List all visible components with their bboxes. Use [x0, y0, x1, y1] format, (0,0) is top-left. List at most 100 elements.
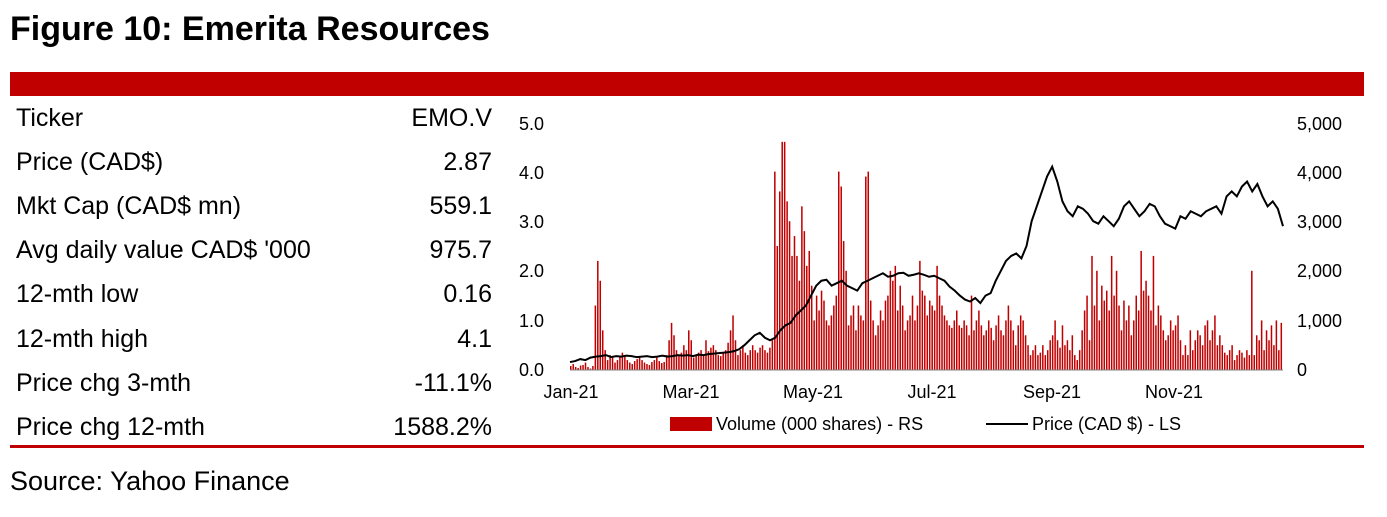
volume-bar: [951, 327, 953, 370]
volume-bar: [665, 355, 668, 370]
volume-bar: [946, 320, 948, 370]
volume-bar: [1125, 320, 1128, 370]
x-tick-label: Nov-21: [1145, 382, 1203, 402]
volume-bar: [1243, 357, 1246, 370]
volume-bar: [715, 350, 717, 370]
volume-bar: [820, 290, 823, 370]
volume-bar: [995, 325, 997, 370]
chart-legend: Volume (000 shares) - RS Price (CAD $) -…: [670, 414, 1181, 434]
volume-bar: [1113, 295, 1115, 370]
volume-bar: [744, 352, 747, 370]
volume-bar: [857, 305, 860, 370]
volume-bar: [1223, 352, 1226, 370]
volume-bar: [1228, 350, 1231, 370]
volume-bar: [697, 352, 700, 370]
volume-bar: [769, 347, 771, 370]
volume-bar: [1007, 305, 1010, 370]
volume-bar: [1042, 345, 1044, 370]
volume-bar: [956, 310, 958, 370]
volume-bar: [1164, 340, 1167, 370]
volume-bar: [1236, 355, 1238, 370]
volume-bar: [663, 362, 665, 370]
volume-bar: [965, 325, 968, 370]
volume-bar: [702, 355, 705, 370]
volume-bar: [847, 325, 850, 370]
volume-bar: [845, 270, 847, 370]
volume-bar: [1037, 355, 1039, 370]
volume-bar: [1206, 320, 1209, 370]
volume-bar: [597, 260, 599, 370]
volume-bar: [1110, 255, 1113, 370]
volume-bar: [1133, 320, 1135, 370]
volume-bar: [695, 355, 697, 370]
volume-bar: [1098, 320, 1101, 370]
table-row: Price chg 12-mth 1588.2%: [16, 405, 492, 449]
volume-bar: [850, 315, 852, 370]
volume-bar: [629, 362, 631, 370]
volume-bar: [958, 325, 960, 370]
volume-bar: [894, 265, 897, 370]
volume-bar: [837, 171, 840, 370]
volume-bar: [1172, 330, 1174, 370]
left-tick-label: 1.0: [519, 311, 544, 331]
x-tick-label: Sep-21: [1023, 382, 1081, 402]
volume-bar: [1120, 330, 1123, 370]
volume-bar: [732, 315, 734, 370]
volume-bar: [924, 295, 926, 370]
volume-bar: [1246, 350, 1248, 370]
row-value: -11.1%: [414, 368, 492, 397]
volume-bar: [879, 310, 882, 370]
volume-bar: [960, 327, 963, 370]
row-value: 0.16: [443, 280, 492, 309]
volume-bar: [675, 350, 678, 370]
volume-bar: [658, 361, 661, 370]
volume-bar: [899, 285, 901, 370]
volume-bar: [992, 340, 995, 370]
volume-bar: [997, 315, 1000, 370]
volume-bar: [1152, 255, 1155, 370]
volume-bar: [1147, 295, 1150, 370]
volume-bar: [601, 330, 604, 370]
volume-bar: [778, 191, 781, 370]
right-tick-label: 5,000: [1297, 114, 1342, 134]
volume-bar: [1280, 322, 1283, 370]
volume-bar: [1093, 305, 1096, 370]
volume-bar: [646, 364, 648, 370]
volume-bar: [739, 350, 742, 370]
volume-bar: [633, 361, 636, 370]
volume-bar: [616, 360, 619, 370]
volume-bar: [865, 176, 867, 370]
volume-bar: [1160, 315, 1162, 370]
volume-bar: [1044, 355, 1047, 370]
volume-bar: [1140, 250, 1142, 370]
volume-bar: [631, 364, 633, 370]
volume-bar: [1123, 300, 1125, 370]
volume-bar: [643, 362, 646, 370]
volume-bar: [1101, 285, 1103, 370]
volume-bar: [916, 305, 919, 370]
volume-bar: [1091, 255, 1093, 370]
volume-bar: [1162, 330, 1165, 370]
volume-bar: [1083, 310, 1086, 370]
volume-bar: [884, 300, 887, 370]
volume-bar: [1157, 305, 1160, 370]
volume-bar: [877, 325, 879, 370]
volume-bar: [1192, 350, 1194, 370]
volume-bar: [1019, 315, 1022, 370]
volume-bar: [577, 368, 579, 370]
price-volume-chart: 5.0 4.0 3.0 2.0 1.0 0.0 5,000 4,000 3,00…: [519, 114, 1342, 434]
row-label: Price chg 12-mth: [16, 412, 205, 441]
volume-bar: [749, 350, 751, 370]
volume-bar: [756, 352, 759, 370]
volume-bar: [978, 310, 980, 370]
volume-bar: [810, 285, 813, 370]
volume-bar: [801, 206, 803, 370]
volume-bar: [1108, 310, 1110, 370]
volume-bar: [1012, 330, 1015, 370]
volume-bar: [1078, 350, 1081, 370]
volume-bar: [1005, 320, 1007, 370]
volume-bar: [722, 352, 724, 370]
volume-bar: [1278, 350, 1280, 370]
volume-bar: [931, 305, 933, 370]
volume-bar: [904, 330, 906, 370]
